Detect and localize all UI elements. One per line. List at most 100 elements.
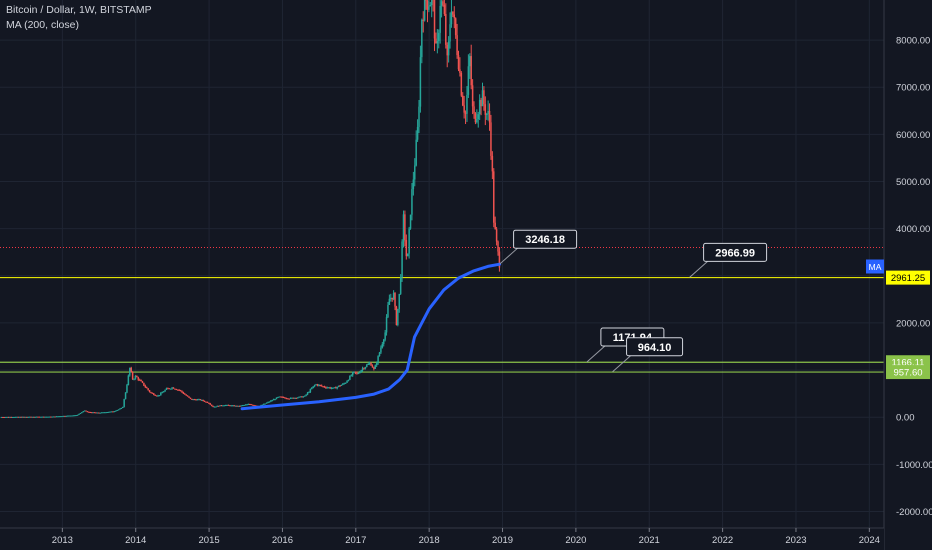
candle-body (109, 411, 111, 413)
annotation-box[interactable] (626, 337, 684, 357)
candle-body (62, 415, 65, 417)
candle-body (6, 416, 8, 418)
time-axis-panel[interactable] (0, 528, 884, 550)
candle-body (158, 395, 161, 397)
candle-body (4, 416, 7, 418)
candle-body (154, 394, 156, 396)
candle-body (469, 56, 471, 67)
candle-body (13, 416, 15, 418)
candle-body (59, 416, 62, 418)
candle-body (240, 405, 242, 407)
candle-body (397, 308, 399, 326)
candle-body (247, 404, 250, 406)
candle-body (45, 416, 48, 418)
candle-body (85, 410, 87, 412)
candle-body (116, 410, 118, 412)
candle-body (202, 399, 204, 401)
candle-body (174, 388, 176, 390)
candle-body (308, 392, 310, 394)
candle-body (267, 401, 269, 403)
candle-body (11, 416, 14, 418)
annotation-box[interactable] (703, 242, 768, 262)
candle-body (220, 405, 223, 407)
price-tag[interactable] (886, 270, 930, 285)
candle-body (299, 396, 302, 398)
annotation-label[interactable]: 964.10 (638, 342, 672, 354)
candle-body (33, 416, 35, 418)
candle-body (327, 387, 330, 389)
candle-body (497, 241, 499, 252)
candle-body (113, 411, 116, 413)
candle-body (71, 415, 73, 417)
candle-body (172, 387, 175, 389)
price-tag-label: 957.60 (893, 368, 922, 379)
candle-body (439, 5, 441, 33)
candle-body (0, 416, 3, 418)
candle-body (285, 398, 288, 400)
x-tick-label: 2018 (419, 535, 440, 546)
candle-body (212, 405, 214, 407)
candle-body (422, 19, 424, 21)
candle-body (189, 397, 192, 399)
annotation-box[interactable] (513, 229, 578, 249)
candle-body (498, 251, 501, 268)
candle-body (388, 298, 391, 305)
candle-body (478, 99, 481, 115)
moving-average-line[interactable] (240, 262, 502, 411)
candle-body (82, 411, 84, 413)
candle-body (368, 363, 371, 365)
candle-body (395, 306, 398, 326)
annotation-label[interactable]: 3246.18 (525, 234, 565, 246)
candle-body (366, 364, 368, 368)
candle-body (232, 405, 234, 407)
candle-body (72, 415, 75, 417)
candle-body (98, 412, 100, 414)
candle-body (237, 405, 240, 407)
horizontal-lines-layer (0, 247, 932, 373)
y-tick-label: 6000.00 (896, 130, 930, 141)
candle-body (425, 0, 427, 1)
candle-body (443, 5, 446, 14)
candle-body (93, 412, 96, 414)
candle-body (188, 396, 190, 398)
candle-body (315, 384, 317, 386)
y-tick-label: 5000.00 (896, 177, 930, 188)
candle-body (185, 394, 187, 396)
candle-body (236, 405, 238, 407)
candle-body (186, 395, 189, 397)
indicator-label[interactable]: MA (200, close) (6, 19, 79, 31)
candle-body (429, 5, 432, 7)
candle-body (288, 398, 290, 400)
y-tick-label: 2000.00 (896, 318, 930, 329)
candle-body (75, 415, 77, 417)
symbol-title[interactable]: Bitcoin / Dollar, 1W, BITSTAMP (6, 4, 152, 16)
candle-body (31, 416, 34, 418)
candle-body (311, 387, 313, 390)
x-tick-label: 2022 (712, 535, 733, 546)
candle-body (246, 404, 248, 406)
candle-body (28, 416, 31, 418)
x-tick-label: 2020 (565, 535, 586, 546)
candle-body (409, 214, 412, 229)
candle-body (126, 385, 128, 393)
annotation-label[interactable]: 2966.99 (715, 247, 755, 259)
x-tick-label: 2014 (125, 535, 146, 546)
candle-body (79, 413, 82, 415)
candle-body (44, 416, 46, 418)
candle-body (179, 390, 182, 392)
candle-body (181, 390, 183, 393)
price-tag[interactable] (886, 365, 930, 380)
candle-body (423, 0, 426, 21)
annotation-pointer (586, 345, 606, 363)
candle-body (477, 114, 480, 120)
ma-tag[interactable] (866, 259, 884, 274)
candle-body (74, 415, 76, 417)
candle-body (226, 404, 228, 406)
candle-body (476, 119, 478, 123)
candle-body (491, 155, 494, 172)
candle-body (37, 416, 39, 418)
candle-body (346, 381, 348, 383)
candle-body (480, 99, 482, 107)
